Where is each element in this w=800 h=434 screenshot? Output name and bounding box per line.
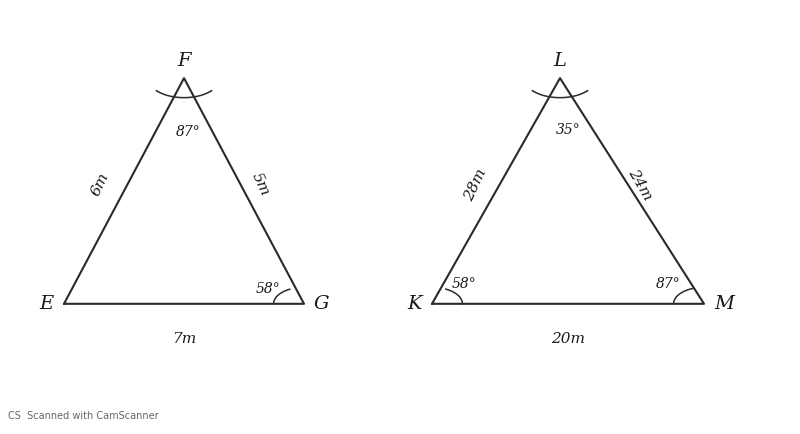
Text: G: G — [314, 295, 330, 313]
Text: 35°: 35° — [556, 123, 580, 137]
Text: K: K — [407, 295, 422, 313]
Text: 28m: 28m — [462, 166, 490, 203]
Text: E: E — [39, 295, 54, 313]
Text: 20m: 20m — [551, 332, 585, 345]
Text: M: M — [714, 295, 734, 313]
Text: CS  Scanned with CamScanner: CS Scanned with CamScanner — [8, 411, 158, 421]
Text: 5m: 5m — [249, 171, 271, 198]
Text: 7m: 7m — [172, 332, 196, 345]
Text: 87°: 87° — [656, 277, 680, 291]
Text: 24m: 24m — [626, 166, 654, 203]
Text: 6m: 6m — [89, 171, 111, 198]
Text: 58°: 58° — [452, 277, 476, 291]
Text: L: L — [554, 52, 566, 70]
Text: 87°: 87° — [176, 125, 200, 139]
Text: 58°: 58° — [256, 282, 280, 296]
Text: F: F — [178, 52, 190, 70]
